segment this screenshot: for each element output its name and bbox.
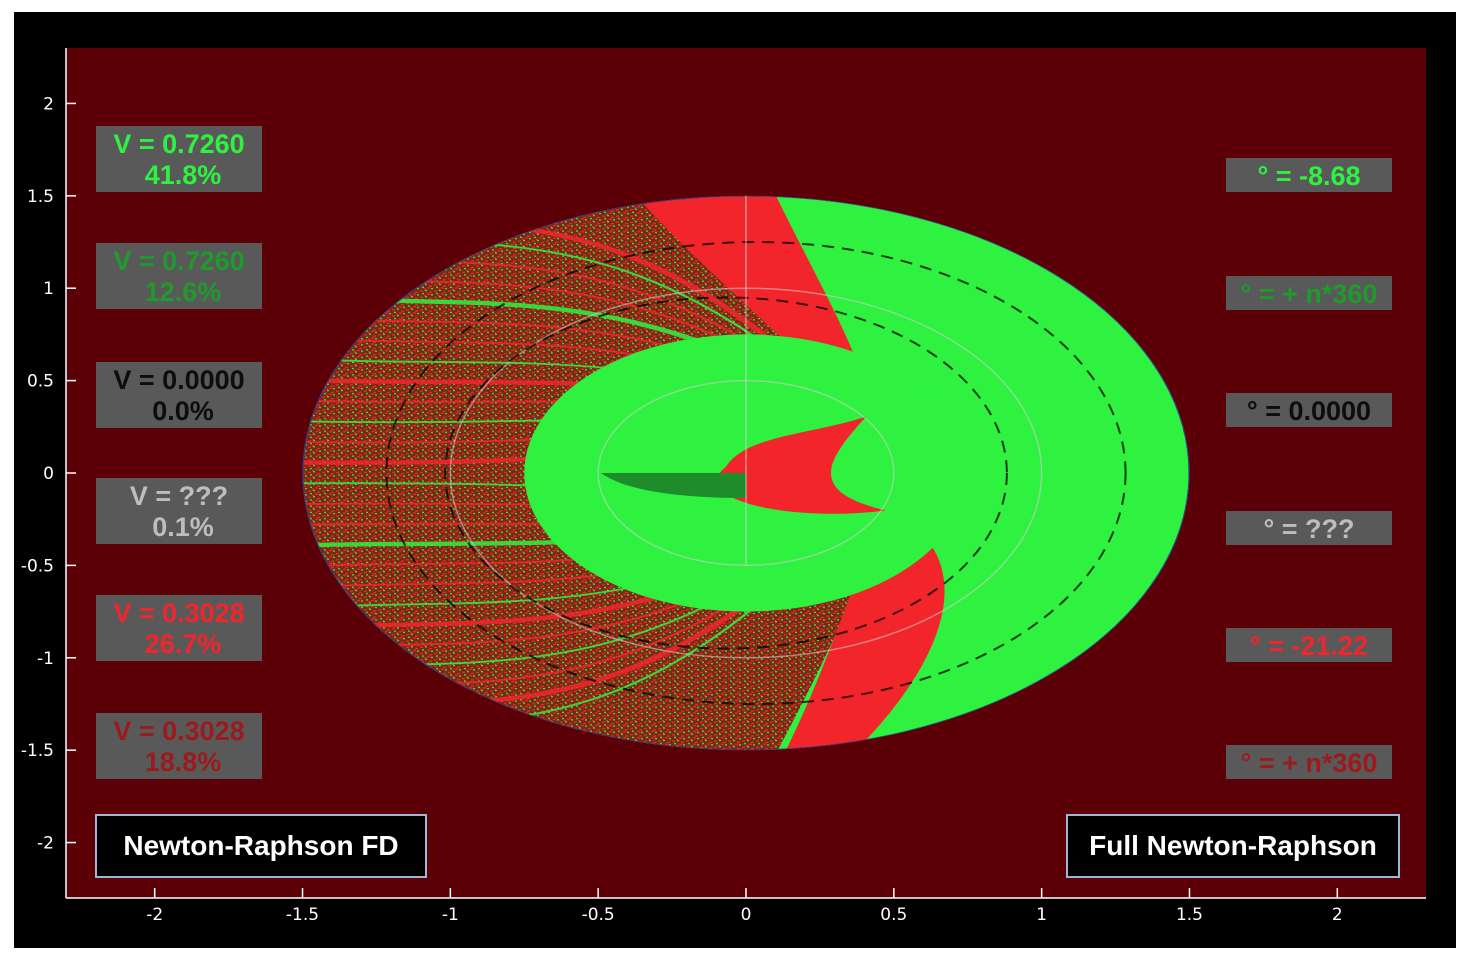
y-tick-label: -0.5 (21, 556, 54, 576)
y-tick-label: 1.5 (27, 187, 54, 207)
x-tick-label: -1 (442, 905, 459, 925)
left-value-text: V = ??? (130, 481, 228, 511)
x-tick-label: 1 (1036, 905, 1047, 925)
left-value-box (96, 126, 262, 192)
left-value-box (96, 243, 262, 309)
right-method-title: Full Newton-Raphson (1089, 830, 1377, 861)
axes: -2 -1.5 -1 -0.5 0 0.5 1 1.5 2 2 1.5 1 0.5 0 -0.5 -1 -1.5… (21, 48, 1426, 925)
x-tick-label: 0 (741, 905, 752, 925)
left-percent-text: 26.7% (145, 629, 222, 659)
right-angle-box (1226, 393, 1392, 427)
left-percent-text: 0.1% (152, 512, 214, 542)
inner-dark-green (601, 473, 746, 498)
right-angle-text: ° = ??? (1263, 514, 1354, 544)
y-tick-label: 0 (43, 464, 54, 484)
left-value-box (96, 595, 262, 661)
y-tick-label: -2 (37, 834, 54, 854)
left-value-box (96, 362, 262, 428)
right-angle-box (1226, 628, 1392, 662)
y-tick-label: 0.5 (27, 372, 54, 392)
y-tick-label: -1 (37, 649, 54, 669)
left-title-box (95, 814, 427, 878)
dashed-circle-1 (444, 296, 1008, 650)
right-angle-box (1226, 745, 1392, 779)
x-tick-label: 0.5 (880, 905, 907, 925)
x-tick-label: 2 (1332, 905, 1343, 925)
left-value-text: V = 0.7260 (113, 246, 244, 276)
left-percent-text: 12.6% (145, 277, 222, 307)
y-tick-label: 2 (43, 94, 54, 114)
left-value-text: V = 0.0000 (113, 365, 244, 395)
y-tick-label: 1 (43, 279, 54, 299)
right-title-box (1066, 814, 1400, 878)
x-tick-label: -0.5 (582, 905, 615, 925)
right-angle-text: ° = 0.0000 (1247, 396, 1371, 426)
left-method-title: Newton-Raphson FD (123, 830, 398, 861)
right-angle-box (1226, 511, 1392, 545)
dashed-circle-2 (385, 241, 1127, 705)
left-percent-text: 0.0% (152, 396, 214, 426)
left-value-text: V = 0.3028 (113, 598, 244, 628)
left-value-text: V = 0.7260 (113, 129, 244, 159)
right-angle-text: ° = + n*360 (1241, 748, 1378, 778)
x-tick-label: 1.5 (1176, 905, 1203, 925)
x-tick-label: -2 (146, 905, 163, 925)
right-angle-box (1226, 276, 1392, 310)
red-crescent-bottom (786, 510, 945, 751)
left-value-box (96, 713, 262, 779)
inner-red-swirl (716, 416, 886, 514)
right-angle-text: ° = -21.22 (1250, 631, 1368, 661)
left-percent-text: 41.8% (145, 160, 222, 190)
left-percent-text: 18.8% (145, 747, 222, 777)
left-value-text: V = 0.3028 (113, 716, 244, 746)
y-tick-label: -1.5 (21, 741, 54, 761)
x-tick-label: -1.5 (286, 905, 319, 925)
right-angle-text: ° = + n*360 (1241, 279, 1378, 309)
left-value-box (96, 478, 262, 544)
right-angle-box (1226, 158, 1392, 192)
right-angle-text: ° = -8.68 (1257, 161, 1360, 191)
